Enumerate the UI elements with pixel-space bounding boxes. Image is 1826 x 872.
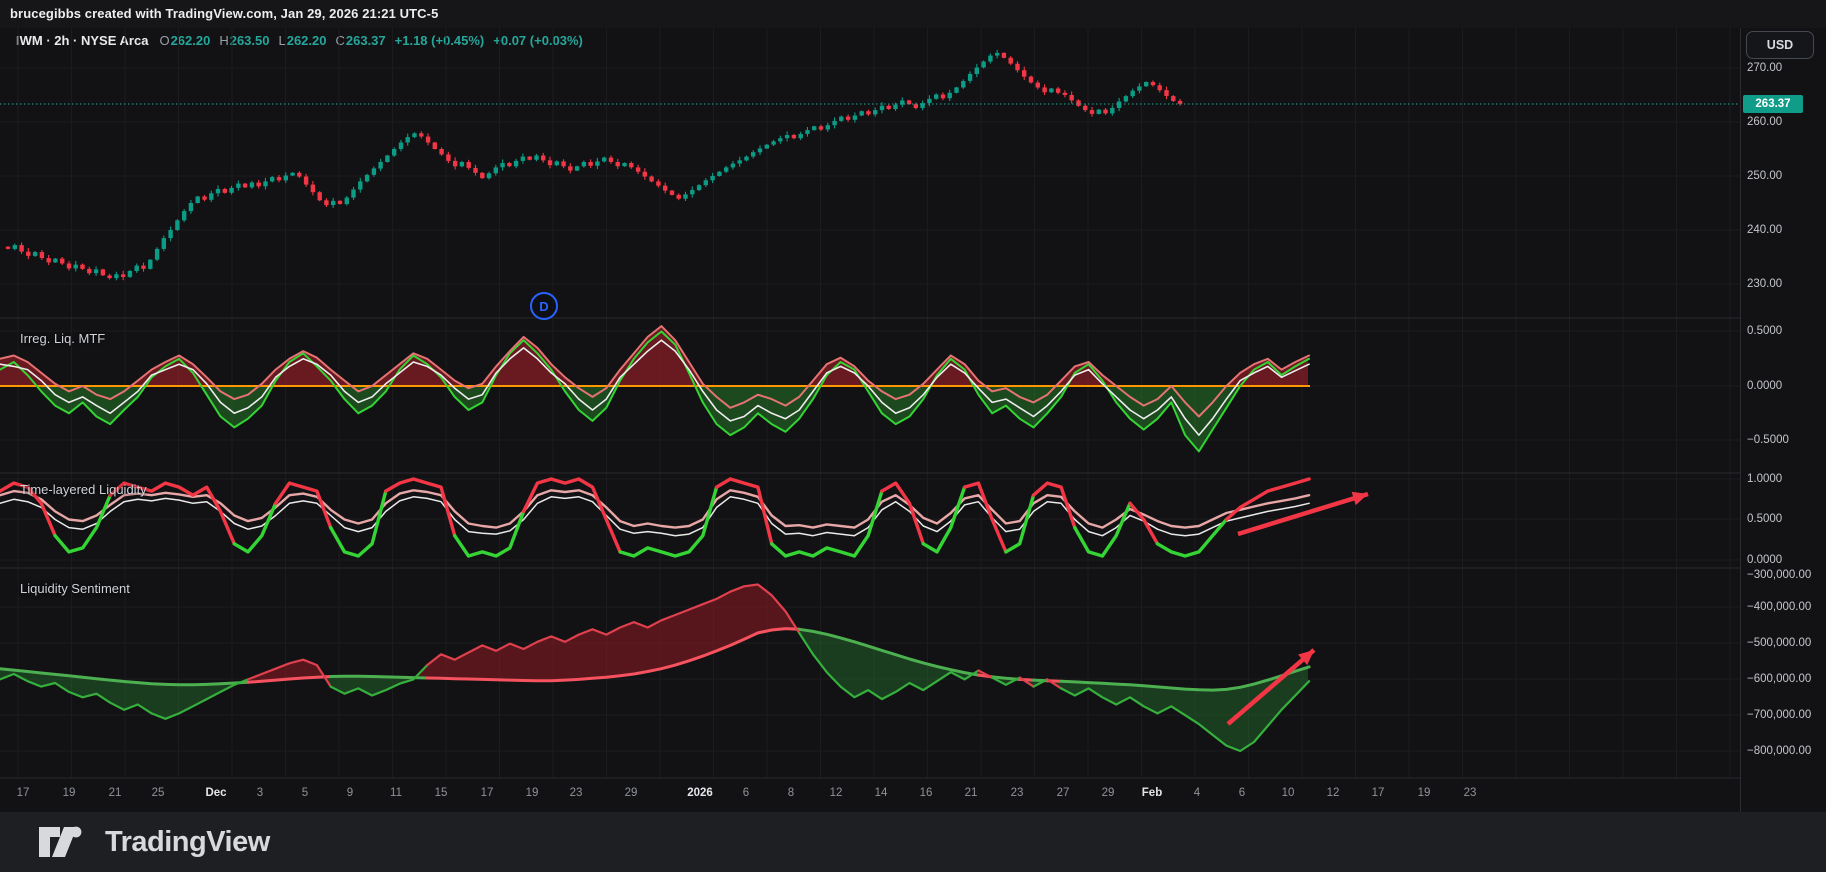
symbol-legend: IWM · 2h · NYSE Arca O262.20 H263.50 L26…	[16, 33, 583, 48]
currency-toggle-button[interactable]: USD	[1746, 31, 1814, 59]
trend-arrow-sentiment	[1226, 648, 1316, 726]
time-tick-label: 14	[874, 787, 888, 799]
price-tick-label: −700,000.00	[1747, 709, 1812, 721]
time-scale[interactable]: 17 19 21 25 Dec 3 5 9 11 15 17 19 23 29 2026 6 8 12 14 16 21…	[0, 779, 1740, 812]
pane-title-time-layered-liquidity[interactable]: Time-layered Liquidity	[20, 482, 147, 497]
tradingview-logo[interactable]: TradingView	[38, 826, 270, 859]
price-axis-separator	[1740, 28, 1741, 812]
tradingview-logo-text: TradingView	[105, 825, 270, 858]
time-tick-label: 23	[569, 787, 583, 799]
time-tick-label: 19	[1417, 787, 1431, 799]
price-tick-label: 0.5000	[1747, 325, 1783, 337]
price-tick-label: −400,000.00	[1747, 601, 1812, 613]
time-tick-label: 29	[1101, 787, 1115, 799]
price-tick-label: 1.0000	[1747, 473, 1783, 485]
price-tick-label: 0.5000	[1747, 513, 1783, 525]
legend-low: L262.20	[278, 33, 327, 48]
time-tick-label: 21	[108, 787, 122, 799]
time-tick-label: 3	[256, 787, 264, 799]
pane-separators	[0, 317, 1740, 779]
time-tick-label: 17	[480, 787, 494, 799]
time-tick-label: 23	[1463, 787, 1477, 799]
time-tick-label: 19	[525, 787, 539, 799]
legend-close: C263.37	[335, 33, 386, 48]
time-tick-label: 4	[1193, 787, 1201, 799]
price-scale[interactable]: 270.00 260.00 250.00 240.00 230.00 0.5000 0.00…	[1741, 28, 1826, 778]
time-tick-label: 6	[742, 787, 750, 799]
time-tick-label: 23	[1010, 787, 1024, 799]
price-tick-label: −800,000.00	[1747, 745, 1812, 757]
time-tick-label: 12	[1326, 787, 1340, 799]
price-tick-label: 0.0000	[1747, 380, 1783, 392]
time-tick-label: 10	[1281, 787, 1295, 799]
price-tick-label: −600,000.00	[1747, 673, 1812, 685]
price-tick-label: 270.00	[1747, 62, 1783, 74]
time-tick-label: 8	[787, 787, 795, 799]
price-tick-label: 240.00	[1747, 224, 1783, 236]
timeframe-badge-daily[interactable]: D	[530, 292, 558, 320]
chart-canvas[interactable]	[0, 0, 1740, 812]
irreg-liq-mtf-pane	[0, 325, 1311, 453]
watermark-attribution: brucegibbs created with TradingView.com,…	[10, 6, 439, 21]
time-tick-label: Dec	[205, 787, 227, 799]
time-tick-label: 17	[16, 787, 30, 799]
footer-bar: TradingView	[0, 812, 1826, 872]
time-tick-label: 29	[624, 787, 638, 799]
time-tick-label: 5	[301, 787, 309, 799]
time-tick-label: 11	[390, 787, 402, 799]
tradingview-logo-icon	[39, 826, 82, 857]
price-tick-label: −300,000.00	[1747, 569, 1812, 581]
legend-high: H263.50	[219, 33, 270, 48]
price-tick-label: −0.5000	[1747, 434, 1789, 446]
time-tick-label: 17	[1371, 787, 1385, 799]
time-tick-label: 15	[434, 787, 448, 799]
time-tick-label: Feb	[1141, 787, 1163, 799]
time-tick-label: 25	[151, 787, 165, 799]
symbol-title[interactable]: IWM · 2h · NYSE Arca	[16, 33, 149, 48]
trend-arrow-tll	[1237, 491, 1369, 537]
price-tick-label: 0.0000	[1747, 554, 1783, 566]
time-tick-label: 12	[829, 787, 843, 799]
legend-change-ext: +0.07 (+0.03%)	[493, 33, 583, 48]
pane-title-liquidity-sentiment[interactable]: Liquidity Sentiment	[20, 581, 130, 596]
price-tick-label: 250.00	[1747, 170, 1783, 182]
header-bar	[0, 0, 1826, 28]
time-tick-label: 6	[1238, 787, 1246, 799]
price-tick-label: 230.00	[1747, 278, 1783, 290]
legend-change: +1.18 (+0.45%)	[394, 33, 485, 48]
liquidity-sentiment-pane	[0, 583, 1311, 753]
last-price-tag: 263.37	[1743, 95, 1803, 113]
price-tick-label: 260.00	[1747, 116, 1783, 128]
price-tick-label: −500,000.00	[1747, 637, 1812, 649]
time-tick-label: 21	[964, 787, 978, 799]
time-layered-liquidity-pane	[0, 477, 1311, 558]
legend-open: O262.20	[159, 33, 211, 48]
time-tick-label: 2026	[687, 787, 713, 799]
time-tick-label: 27	[1056, 787, 1070, 799]
time-tick-label: 9	[346, 787, 354, 799]
pane-title-irreg-liq-mtf[interactable]: Irreg. Liq. MTF	[20, 331, 106, 346]
time-tick-label: 16	[919, 787, 933, 799]
main-price-pane	[5, 49, 1183, 281]
time-tick-label: 19	[62, 787, 76, 799]
